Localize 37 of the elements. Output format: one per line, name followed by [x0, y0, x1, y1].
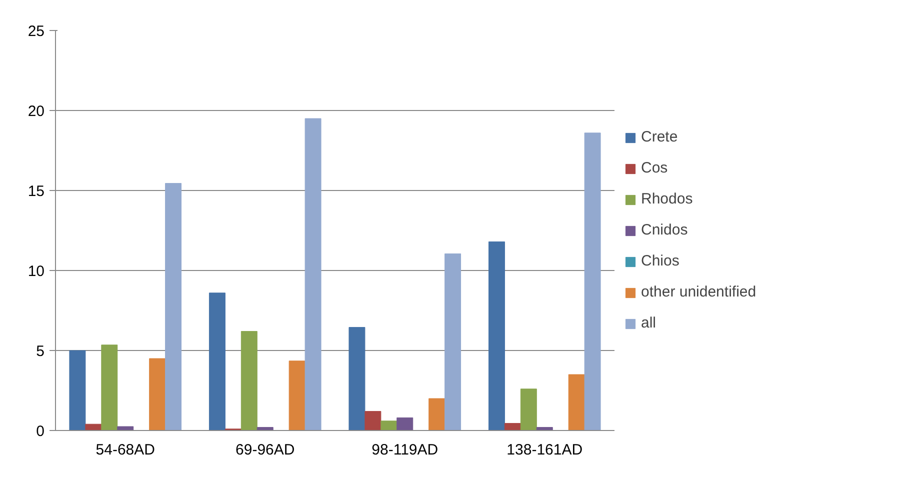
bar	[380, 420, 398, 430]
legend-label: all	[641, 314, 658, 332]
bar	[428, 398, 446, 430]
legend-label: Cnidos	[641, 222, 688, 238]
bar	[396, 417, 414, 430]
y-tick-label: 10	[28, 263, 45, 280]
legend-label: other unidentified	[641, 284, 756, 300]
legend-label: Cos	[641, 160, 668, 176]
x-tick-label: 69-96AD	[236, 442, 295, 458]
x-tick-label: 138-161AD	[506, 442, 583, 458]
y-tick-label: 20	[28, 103, 45, 120]
bar	[69, 350, 86, 430]
bar	[240, 331, 258, 430]
y-tick-label: 5	[36, 343, 44, 360]
y-tick-label: 25	[28, 23, 45, 40]
x-tick-label: 54-68AD	[96, 442, 156, 458]
bar	[488, 241, 505, 430]
bar	[348, 327, 366, 430]
bar	[208, 292, 226, 430]
x-tick-label: 98-119AD	[372, 442, 438, 458]
bar	[165, 183, 182, 430]
bar	[149, 358, 166, 430]
legend-label: Crete	[641, 128, 678, 146]
bar	[288, 360, 306, 430]
bar	[504, 423, 521, 430]
bar	[101, 344, 118, 430]
bar	[584, 132, 601, 430]
bar	[444, 253, 462, 430]
y-tick-label: 15	[28, 183, 45, 200]
bar	[568, 374, 585, 430]
legend-label: Chios	[641, 252, 680, 270]
bar	[520, 388, 537, 430]
bar	[364, 411, 382, 430]
y-tick-label: 0	[36, 423, 44, 440]
bar	[304, 118, 322, 430]
bar	[117, 426, 134, 430]
legend-label: Rhodos	[641, 190, 693, 208]
